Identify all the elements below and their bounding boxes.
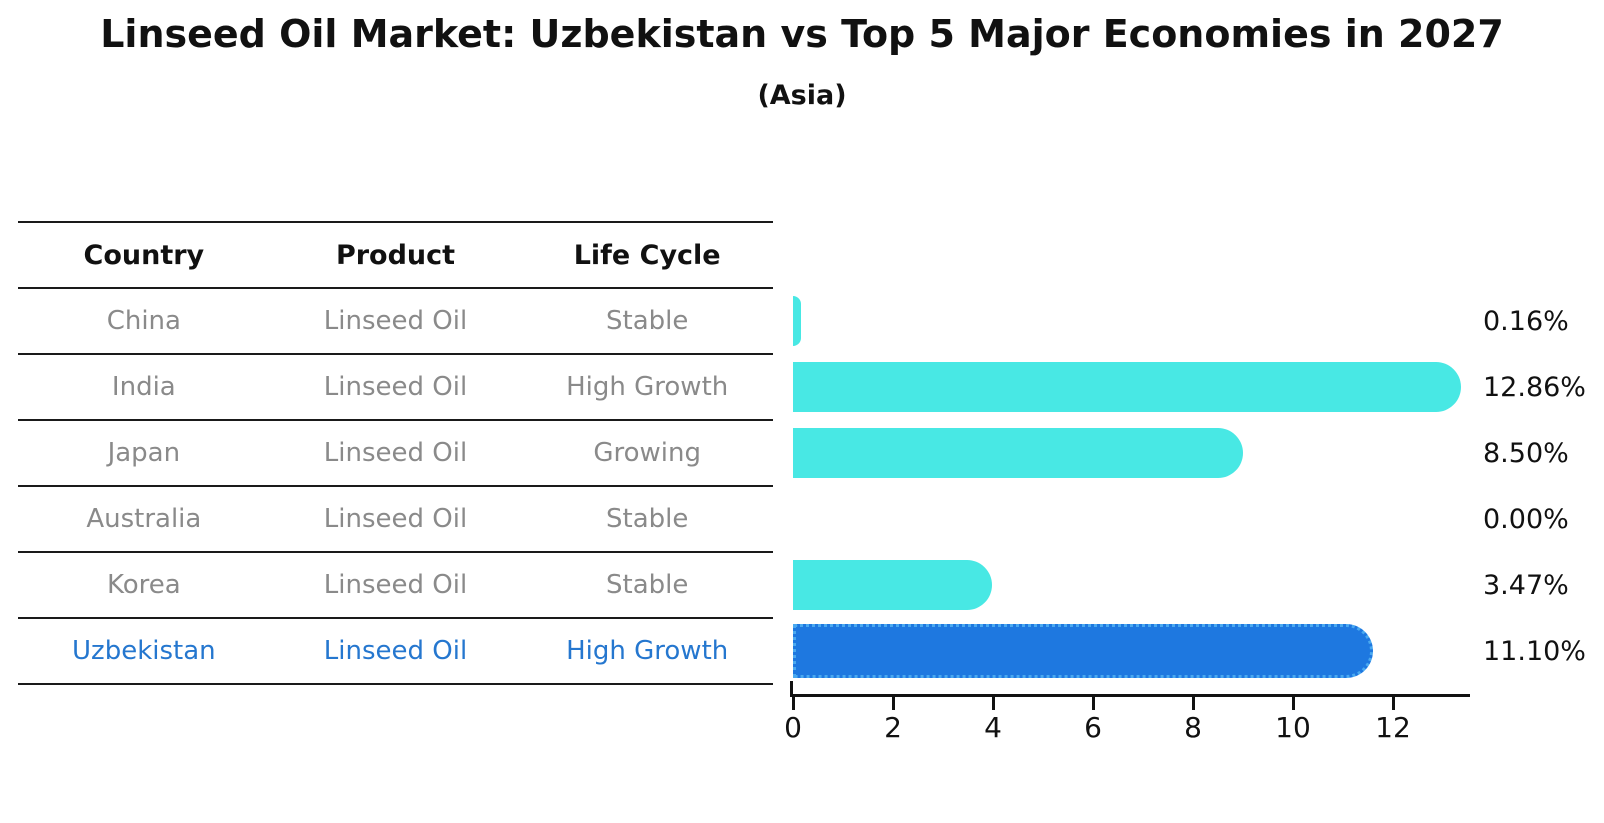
cell-lifecycle: High Growth xyxy=(566,636,729,666)
x-axis-tick xyxy=(892,697,895,710)
table-body: China Linseed Oil Stable India Linseed Oil Hi… xyxy=(18,289,773,685)
value-label-korea: 3.47% xyxy=(1483,569,1569,601)
cell-lifecycle: Stable xyxy=(606,504,689,534)
cell-lifecycle: Growing xyxy=(593,438,701,468)
chart-title: Linseed Oil Market: Uzbekistan vs Top 5 … xyxy=(100,12,1504,56)
table-row-japan: Japan Linseed Oil Growing xyxy=(18,421,773,487)
chart-subtitle: (Asia) xyxy=(757,80,847,111)
bar-india xyxy=(793,362,1461,412)
table-row-india: India Linseed Oil High Growth xyxy=(18,355,773,421)
cell-country: Australia xyxy=(86,504,202,534)
x-axis-tick xyxy=(1392,697,1395,710)
table-row-china: China Linseed Oil Stable xyxy=(18,289,773,355)
cell-country: Japan xyxy=(107,438,181,468)
column-header-lifecycle: Life Cycle xyxy=(573,239,721,271)
cell-lifecycle: Stable xyxy=(606,570,689,600)
x-axis-tick xyxy=(792,697,795,710)
column-header-country: Country xyxy=(83,239,205,271)
x-axis-tick-label: 2 xyxy=(884,711,902,744)
value-label-japan: 8.50% xyxy=(1483,437,1569,469)
cell-country: China xyxy=(106,306,181,336)
x-axis-line xyxy=(790,694,1470,697)
table-row-korea: Korea Linseed Oil Stable xyxy=(18,553,773,619)
x-axis-tick-label: 12 xyxy=(1375,711,1411,744)
x-axis-tick xyxy=(1192,697,1195,710)
cell-product: Linseed Oil xyxy=(323,504,468,534)
cell-product: Linseed Oil xyxy=(323,438,468,468)
cell-lifecycle: Stable xyxy=(606,306,689,336)
x-axis-tick xyxy=(1292,697,1295,710)
y-axis-spine xyxy=(790,681,793,697)
x-axis-tick-label: 8 xyxy=(1184,711,1202,744)
table-header-row: Country Product Life Cycle xyxy=(18,223,773,289)
cell-lifecycle: High Growth xyxy=(566,372,729,402)
country-product-table: Country Product Life Cycle China Linseed … xyxy=(18,221,773,685)
x-axis-tick xyxy=(992,697,995,710)
bar-korea xyxy=(793,560,992,610)
bar-china xyxy=(793,296,801,346)
x-axis-tick xyxy=(1092,697,1095,710)
x-axis-tick-label: 10 xyxy=(1275,711,1311,744)
value-label-uzbekistan: 11.10% xyxy=(1483,635,1586,667)
cell-country: Korea xyxy=(106,570,181,600)
bar-uzbekistan xyxy=(793,624,1373,678)
cell-product: Linseed Oil xyxy=(323,372,468,402)
cell-country: Uzbekistan xyxy=(72,636,216,666)
x-axis-tick-label: 4 xyxy=(984,711,1002,744)
x-axis-tick-label: 0 xyxy=(784,711,802,744)
cell-country: India xyxy=(111,372,176,402)
table-row-australia: Australia Linseed Oil Stable xyxy=(18,487,773,553)
cell-product: Linseed Oil xyxy=(323,306,468,336)
cell-product: Linseed Oil xyxy=(323,636,468,666)
value-label-india: 12.86% xyxy=(1483,371,1586,403)
column-header-product: Product xyxy=(335,239,456,271)
table-row-uzbekistan: Uzbekistan Linseed Oil High Growth xyxy=(18,619,773,685)
bar-japan xyxy=(793,428,1243,478)
cell-product: Linseed Oil xyxy=(323,570,468,600)
value-label-china: 0.16% xyxy=(1483,305,1569,337)
x-axis-tick-label: 6 xyxy=(1084,711,1102,744)
value-label-australia: 0.00% xyxy=(1483,503,1569,535)
